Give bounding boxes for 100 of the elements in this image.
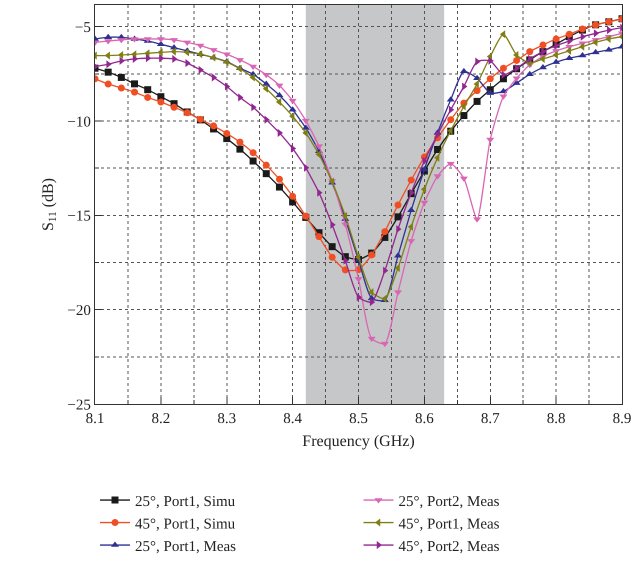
point	[539, 54, 545, 63]
point	[289, 192, 296, 200]
point	[236, 64, 242, 73]
x-tick-label: 8.9	[612, 411, 632, 428]
point	[276, 184, 283, 191]
point	[604, 46, 613, 52]
point	[578, 42, 584, 51]
legend-label: 45°, Port2, Meas	[398, 538, 500, 555]
y-tick-label: −15	[67, 208, 91, 225]
point	[146, 54, 152, 62]
point	[290, 144, 296, 153]
point	[370, 298, 376, 306]
point	[460, 68, 468, 74]
point	[552, 35, 560, 42]
point	[342, 212, 348, 220]
point	[408, 176, 415, 184]
point	[474, 98, 481, 105]
point	[368, 336, 376, 342]
x-tick-label: 8.2	[151, 411, 170, 428]
point	[448, 106, 454, 114]
point	[460, 102, 466, 110]
point	[170, 104, 178, 111]
point	[118, 74, 125, 81]
point	[251, 103, 257, 112]
point	[131, 80, 138, 88]
point	[262, 170, 270, 178]
point	[262, 162, 270, 169]
point	[328, 243, 336, 250]
point	[106, 60, 112, 68]
point	[196, 50, 202, 58]
point	[513, 56, 520, 64]
point	[566, 30, 573, 38]
point	[394, 213, 402, 220]
point	[328, 254, 336, 261]
point	[250, 149, 257, 156]
point	[396, 225, 402, 234]
point	[157, 98, 164, 106]
point	[104, 68, 112, 76]
point	[460, 112, 468, 120]
point	[275, 92, 284, 98]
point	[212, 73, 218, 82]
point	[302, 128, 308, 137]
point	[500, 30, 506, 38]
point	[172, 54, 178, 63]
x-tick-label: 8.8	[546, 411, 566, 428]
legend-label: 45°, Port1, Meas	[398, 516, 500, 532]
point	[302, 118, 310, 124]
point	[434, 146, 442, 154]
x-tick-label: 8.4	[283, 411, 303, 428]
point	[486, 75, 494, 82]
point	[394, 201, 402, 208]
point	[315, 233, 322, 240]
point	[144, 86, 152, 94]
point	[526, 48, 534, 56]
point	[486, 138, 494, 144]
point	[236, 138, 244, 146]
point	[538, 64, 547, 70]
point	[512, 76, 521, 82]
point	[605, 34, 611, 43]
point	[196, 44, 204, 50]
point	[500, 64, 507, 72]
point	[104, 80, 112, 88]
x-tick-label: 8.7	[480, 411, 500, 428]
point	[446, 162, 455, 168]
point	[288, 98, 297, 104]
point	[475, 58, 481, 66]
legend-label: 25°, Port1, Meas	[135, 538, 236, 555]
point	[566, 46, 572, 55]
point	[594, 29, 600, 38]
x-axis-title: Frequency (GHz)	[302, 432, 415, 450]
y-tick-label: −25	[67, 397, 91, 414]
point	[222, 52, 231, 58]
x-tick-label: 8.6	[414, 411, 434, 428]
point	[118, 84, 125, 92]
point	[474, 87, 481, 94]
point	[144, 94, 152, 101]
point	[131, 88, 138, 96]
point	[330, 220, 336, 229]
point	[592, 48, 600, 54]
point	[436, 130, 442, 139]
point	[132, 54, 138, 63]
point	[236, 146, 244, 153]
point	[381, 228, 388, 236]
legend-label: 45°, Port1, Simu	[135, 516, 236, 532]
point	[473, 217, 482, 223]
point	[104, 39, 112, 45]
point	[185, 59, 191, 68]
point	[539, 41, 546, 48]
point	[420, 185, 426, 194]
y-tick-label: −5	[74, 20, 91, 36]
legend-label: 25°, Port1, Simu	[135, 494, 236, 510]
point	[157, 48, 163, 56]
x-tick-label: 8.1	[86, 411, 104, 428]
x-tick-label: 8.5	[349, 411, 368, 428]
point	[250, 158, 257, 165]
point	[420, 200, 428, 206]
point	[223, 130, 230, 137]
y-tick-label: −10	[67, 114, 91, 130]
point	[447, 116, 454, 124]
point	[315, 150, 321, 158]
